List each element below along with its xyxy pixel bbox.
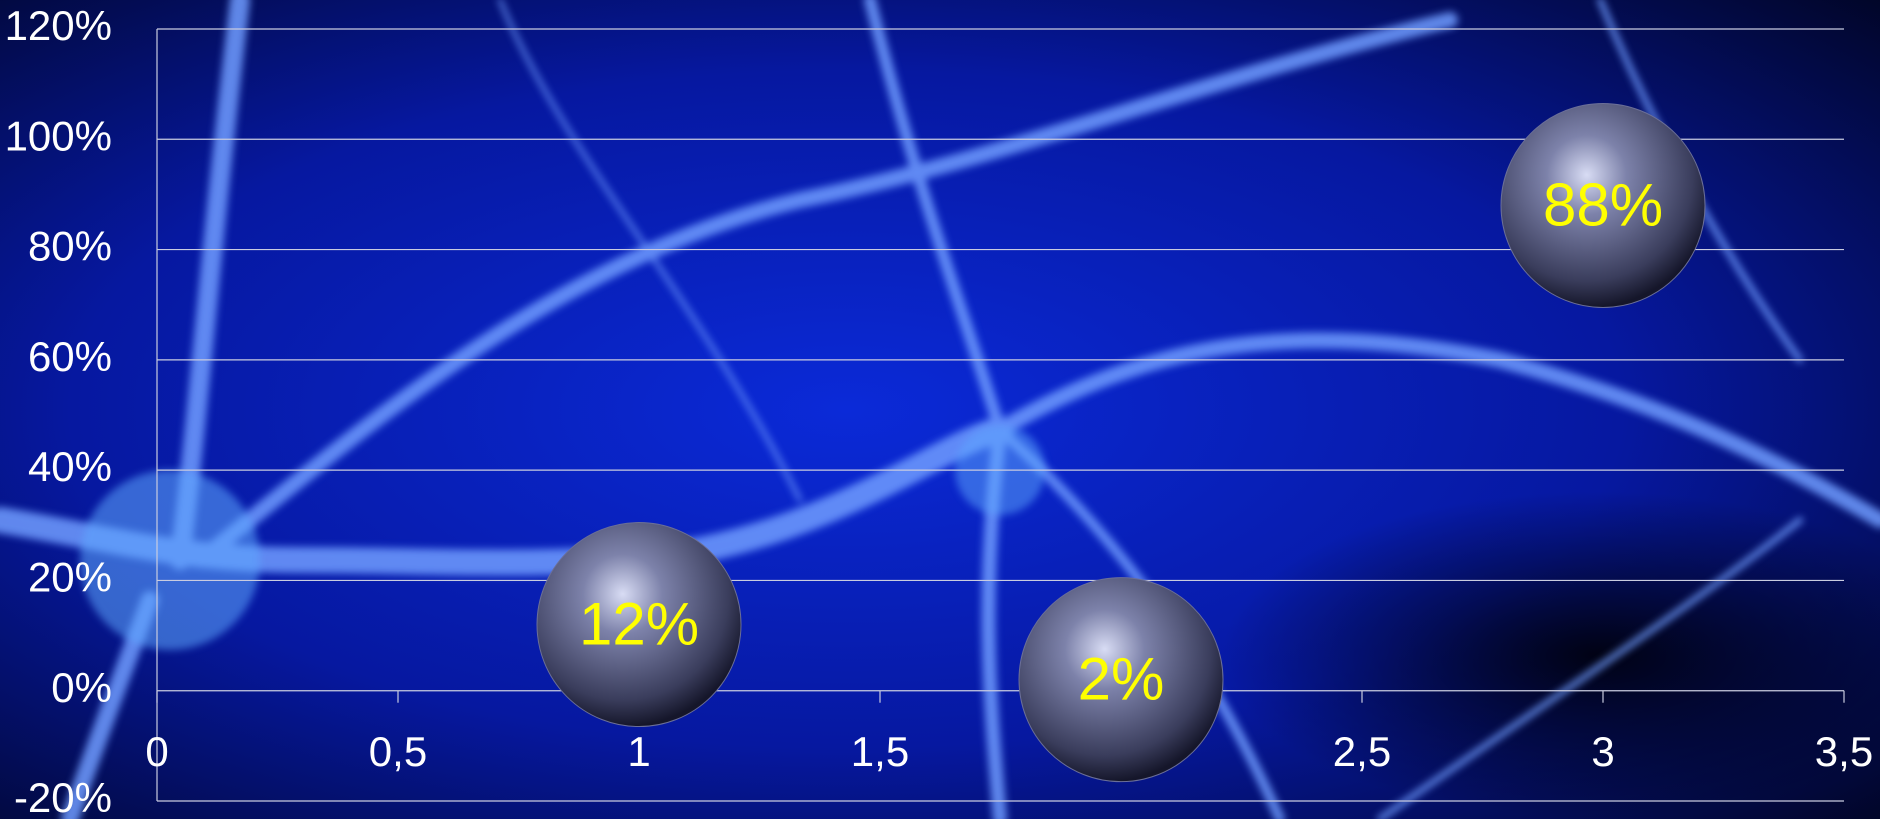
- x-tick-label: 2,5: [1333, 728, 1391, 775]
- bubble: [1500, 102, 1706, 308]
- grid: -20%0%20%40%60%80%100%120%00,511,522,533…: [5, 2, 1874, 819]
- x-tick-label: 0,5: [369, 728, 427, 775]
- data-label: 12%: [579, 590, 699, 657]
- y-tick-label: 40%: [28, 443, 112, 490]
- x-tick-label: 3: [1591, 728, 1614, 775]
- y-tick-label: 100%: [5, 112, 112, 159]
- y-tick-label: 20%: [28, 554, 112, 601]
- bubbles: 12% 2% 88%: [536, 102, 1706, 783]
- bubble: [1018, 577, 1224, 783]
- y-tick-label: 120%: [5, 2, 112, 49]
- x-tick-label: 1: [627, 728, 650, 775]
- neuron-cell: [80, 470, 260, 650]
- data-label: 88%: [1543, 171, 1663, 238]
- x-tick-label: 3,5: [1815, 728, 1873, 775]
- y-tick-label: -20%: [14, 774, 112, 819]
- bubble: [536, 522, 742, 728]
- y-tick-label: 60%: [28, 333, 112, 380]
- y-tick-label: 80%: [28, 223, 112, 270]
- x-tick-label: 0: [145, 728, 168, 775]
- data-label: 2%: [1078, 646, 1165, 713]
- y-tick-label: 0%: [51, 664, 112, 711]
- x-tick-label: 1,5: [851, 728, 909, 775]
